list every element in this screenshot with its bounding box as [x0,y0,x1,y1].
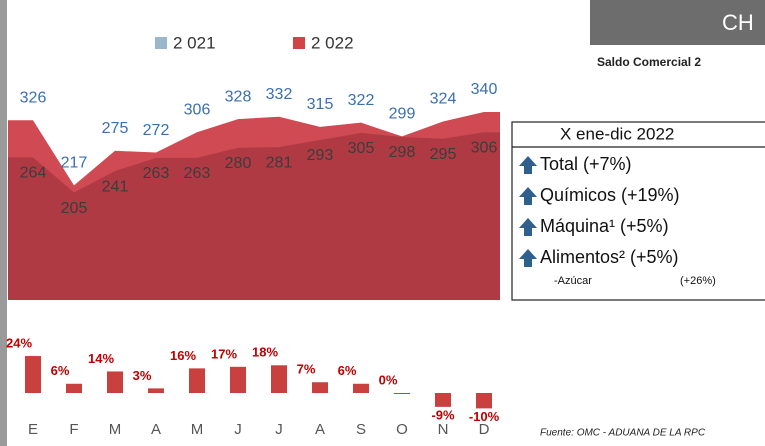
data-label: 16% [170,348,196,363]
data-label: 322 [348,92,375,109]
sub-item-change: (+26%) [680,275,716,287]
data-label: 17% [211,346,237,361]
bar [66,383,82,393]
data-label: 281 [266,154,293,171]
bar-chart: 24% E 6% F 14% M 3% A 16% M 17% J 18% J 7% A 6% S 0% O -9%N -… [6,335,500,437]
data-label: 280 [225,155,252,172]
summary-item: Máquina¹ (+5%) [540,216,669,236]
bar [271,365,287,393]
area [8,132,500,300]
data-label: 6% [338,363,357,378]
x-tick-label: A [315,421,325,438]
x-tick-label: N [438,421,449,438]
data-label: 295 [430,146,457,163]
data-label: 0% [379,372,398,387]
legend-label: 2 022 [311,33,354,52]
bar [148,388,164,393]
data-label: 298 [389,144,416,161]
arrow-icon [519,218,537,236]
data-label: 293 [307,147,334,164]
data-label: 326 [20,90,47,107]
summary-list: Total (+7%) Químicos (+19%) Máquina¹ (+5%)… [519,154,680,267]
data-label: 305 [348,140,375,157]
bar [353,383,369,393]
data-label: -9% [431,407,455,422]
source: Fuente: OMC - ADUANA DE LA RPC [540,428,706,439]
arrow-icon [519,156,537,174]
data-label: 6% [51,363,70,378]
x-tick-label: A [151,421,161,438]
data-label: 14% [88,351,114,366]
data-label: 24% [6,335,32,350]
bar [476,393,492,409]
data-label: 275 [102,120,129,137]
data-label: 3% [133,368,152,383]
data-label: 340 [471,81,498,98]
legend-label: 2 021 [173,33,216,52]
x-tick-label: D [479,421,490,438]
summary-title: X ene-dic 2022 [560,124,674,143]
header-title: CH [722,10,754,35]
bar [189,368,205,393]
data-label: 263 [143,165,170,182]
x-tick-label: M [191,421,204,438]
summary-box [511,121,765,301]
data-label: 264 [20,165,47,182]
data-label: 299 [389,106,416,123]
data-label: 324 [430,91,457,108]
legend: 2 021 2 022 [155,33,354,52]
bar [435,393,451,407]
data-label: 306 [184,101,211,118]
data-label: 217 [61,155,88,172]
bar [25,356,41,393]
header-subtitle: Saldo Comercial 2 [597,55,701,69]
sub-item-label: -Azúcar [554,275,592,287]
data-label: 241 [102,178,129,195]
data-label: 272 [143,122,170,139]
left-band [0,0,7,446]
header-box [590,0,765,45]
data-label: 328 [225,88,252,105]
x-tick-label: M [109,421,122,438]
bar [394,393,410,394]
x-tick-label: O [396,421,408,438]
x-tick-label: F [69,421,78,438]
data-label: 263 [184,165,211,182]
x-tick-label: J [234,421,242,438]
legend-swatch [155,37,167,49]
data-label: 18% [252,345,278,360]
area-chart: 326 217 275 272 306 328 332 315 322 299 324 340 264 2… [8,81,500,300]
data-label: -10% [469,409,500,424]
summary-item: Total (+7%) [540,154,632,174]
data-label: 7% [297,362,316,377]
bar [230,366,246,393]
bar [107,371,123,393]
x-tick-label: S [356,421,366,438]
bar [312,382,328,393]
arrow-icon [519,187,537,205]
x-tick-label: E [28,421,38,438]
summary-item: Alimentos² (+5%) [540,247,679,267]
x-tick-label: J [275,421,283,438]
data-label: 332 [266,86,293,103]
summary-item: Químicos (+19%) [540,185,680,205]
arrow-icon [519,249,537,267]
data-label: 205 [61,200,88,217]
legend-swatch [293,37,305,49]
data-label: 315 [307,96,334,113]
data-label: 306 [471,139,498,156]
